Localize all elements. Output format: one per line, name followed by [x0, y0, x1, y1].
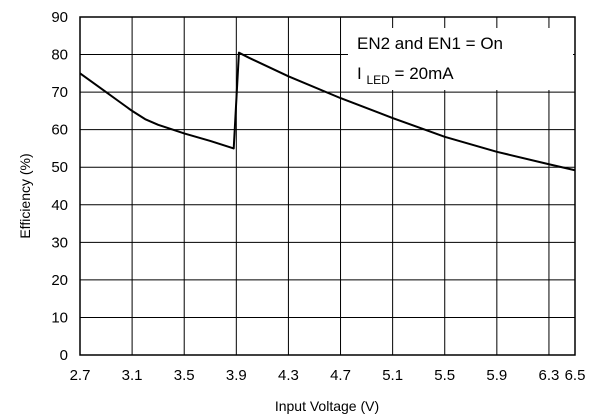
y-tick-label-1: 10 [51, 309, 68, 326]
y-axis-label: Efficiency (%) [17, 153, 33, 238]
ticks-layer: 2.7 3.1 3.5 3.9 4.3 4.7 5.1 5.5 5.9 6.3 6.5 0 10 20 30… [51, 9, 585, 384]
y-tick-label-2: 20 [51, 272, 68, 289]
y-tick-label-6: 60 [51, 122, 68, 139]
x-tick-label-5: 4.7 [330, 367, 351, 384]
y-tick-label-9: 90 [51, 9, 68, 26]
x-tick-label-2: 3.5 [174, 367, 195, 384]
x-tick-label-8: 5.9 [486, 367, 507, 384]
x-axis-label: Input Voltage (V) [275, 398, 379, 414]
y-tick-label-7: 70 [51, 84, 68, 101]
annotation-line-1: EN2 and EN1 = On [357, 34, 503, 53]
x-tick-label-3: 3.9 [226, 367, 247, 384]
annotation-current-symbol: I [357, 64, 362, 83]
series-layer [79, 51, 576, 172]
annotation-background [348, 28, 573, 90]
y-tick-label-5: 50 [51, 159, 68, 176]
annotation-current-value: = 20mA [395, 64, 455, 83]
efficiency-series-line-0 [79, 51, 576, 172]
y-tick-label-8: 80 [51, 47, 68, 64]
y-tick-label-0: 0 [60, 347, 68, 364]
x-tick-label-4: 4.3 [278, 367, 299, 384]
x-tick-label-7: 5.5 [434, 367, 455, 384]
axes-layer [79, 16, 576, 356]
x-tick-label-6: 5.1 [382, 367, 403, 384]
y-tick-label-4: 40 [51, 197, 68, 214]
annotation-current-subscript: LED [366, 73, 390, 87]
x-tick-label-9: 6.3 [539, 367, 560, 384]
x-tick-label-1: 3.1 [122, 367, 143, 384]
x-tick-label-0: 2.7 [70, 367, 91, 384]
y-tick-label-3: 30 [51, 234, 68, 251]
x-tick-label-10: 6.5 [565, 367, 586, 384]
annotation-line-2: I LED = 20mA [357, 64, 454, 88]
plot-frame [79, 16, 576, 356]
annotation-box: EN2 and EN1 = On I LED = 20mA [348, 28, 573, 90]
